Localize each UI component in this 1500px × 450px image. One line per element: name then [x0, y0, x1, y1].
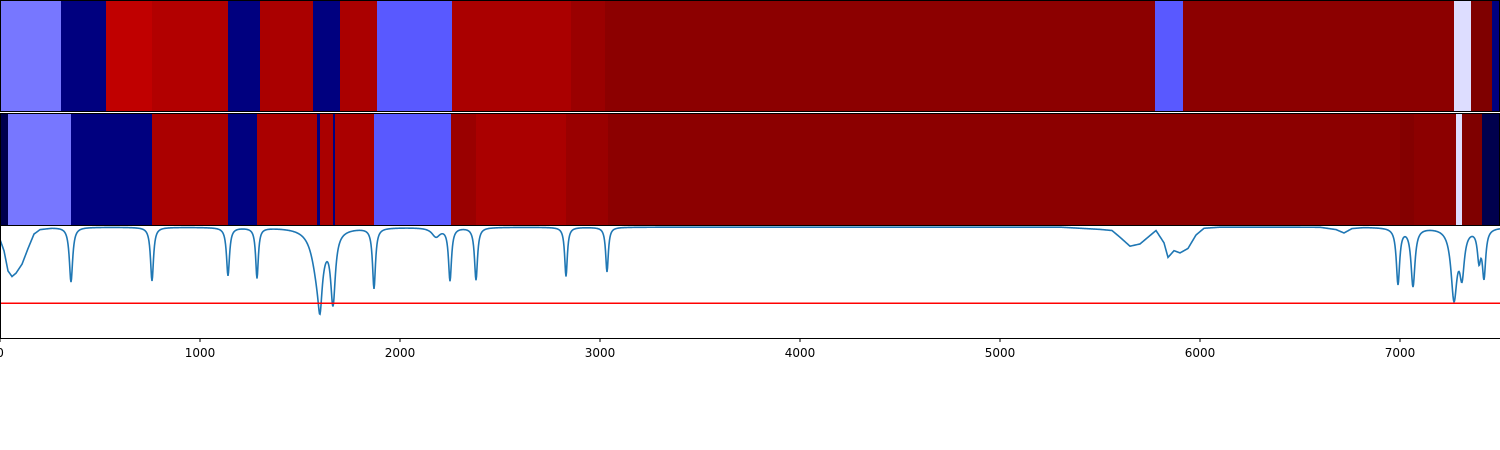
heatmap-middle-segment-0 [0, 113, 9, 226]
heatmap-top-segment-14 [1454, 0, 1472, 112]
heatmap-top-segment-3 [152, 0, 229, 112]
heatmap-top-segment-6 [313, 0, 341, 112]
heatmap-middle-segment-9 [335, 113, 375, 226]
x-tick-label-4000: 4000 [785, 346, 816, 360]
x-tick-label-3000: 3000 [585, 346, 616, 360]
heatmap-middle-segment-18 [1462, 113, 1483, 226]
heatmap-middle-segment-2 [71, 113, 153, 226]
heatmap-top-segment-4 [228, 0, 261, 112]
heatmap-middle-segment-1 [8, 113, 72, 226]
heatmap-middle-panel [0, 113, 1500, 226]
heatmap-top-segment-0 [0, 0, 62, 112]
x-tick-label-2000: 2000 [385, 346, 416, 360]
heatmap-top-segment-9 [452, 0, 572, 112]
heatmap-top-segment-15 [1471, 0, 1493, 112]
heatmap-middle-segment-4 [228, 113, 258, 226]
x-tick-label-6000: 6000 [1185, 346, 1216, 360]
heatmap-top-segment-13 [1183, 0, 1455, 112]
x-tick-label-5000: 5000 [985, 346, 1016, 360]
heatmap-top-segment-2 [106, 0, 153, 112]
heatmap-middle-segment-15 [1400, 113, 1415, 226]
line-plot-background [0, 226, 1500, 338]
heatmap-top-segment-5 [260, 0, 314, 112]
heatmap-middle-segment-12 [476, 113, 567, 226]
heatmap-middle-segment-5 [257, 113, 318, 226]
heatmap-top-segment-1 [61, 0, 107, 112]
heatmap-middle-segment-3 [152, 113, 229, 226]
heatmap-top-panel [0, 0, 1500, 112]
heatmap-middle-segment-8 [333, 113, 336, 226]
heatmap-top-segment-7 [340, 0, 378, 112]
heatmap-top-segment-12 [1155, 0, 1184, 112]
heatmap-middle-segment-11 [451, 113, 477, 226]
x-tick-label-0: 0 [0, 346, 4, 360]
heatmap-top-segment-16 [1492, 0, 1500, 112]
heatmap-middle-segment-10 [374, 113, 452, 226]
heatmap-middle-segment-7 [320, 113, 334, 226]
heatmap-middle-segment-19 [1482, 113, 1500, 226]
heatmap-top-segment-10 [571, 0, 606, 112]
heatmap-top-segment-11 [605, 0, 1156, 112]
heatmap-middle-segment-17 [1456, 113, 1463, 226]
heatmap-middle-segment-13 [566, 113, 609, 226]
heatmap-middle-segment-16 [1414, 113, 1457, 226]
heatmap-top-segment-8 [377, 0, 453, 112]
heatmap-middle-segment-14 [608, 113, 1401, 226]
heatmap-middle-segment-6 [317, 113, 321, 226]
line-plot-panel: 0 1000 2000 3000 4000 5000 6000 7000 [0, 226, 1500, 360]
series-line [0, 226, 1500, 316]
x-tick-label-1000: 1000 [185, 346, 216, 360]
x-tick-label-7000: 7000 [1385, 346, 1416, 360]
